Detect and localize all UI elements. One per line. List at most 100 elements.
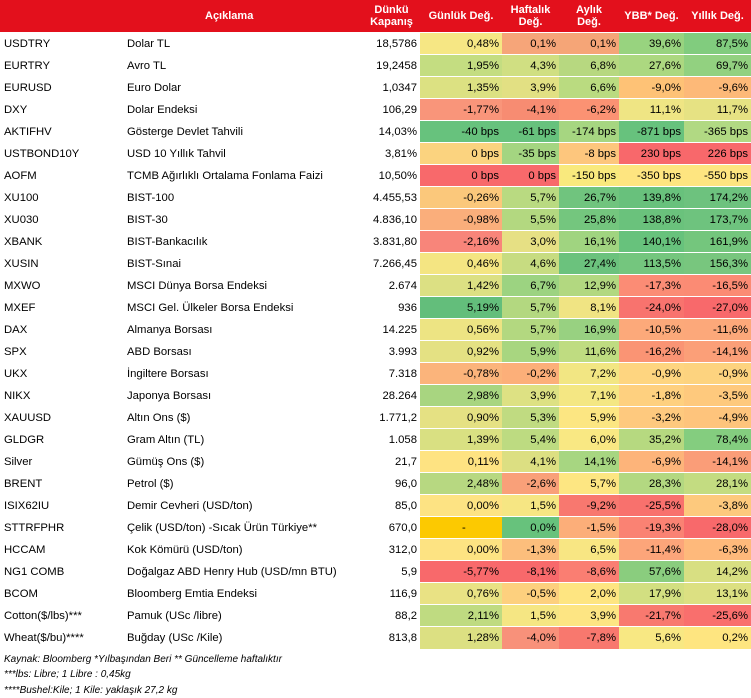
footnotes: Kaynak: Bloomberg *Yılbaşından Beri ** G…	[0, 652, 751, 698]
row-code: EURTRY	[0, 54, 123, 77]
row-ytd: 138,8%	[619, 208, 684, 231]
table-row: XBANK BIST-Bankacılık 3.831,80 -2,16% 3,0% 16…	[0, 230, 751, 253]
row-ytd: -350 bps	[619, 164, 684, 187]
row-yearly: 69,7%	[684, 54, 751, 77]
row-description: Avro TL	[123, 54, 363, 77]
row-daily: 1,35%	[420, 76, 502, 99]
row-close: 28.264	[363, 384, 420, 407]
row-yearly: -25,6%	[684, 604, 751, 627]
row-yearly: 173,7%	[684, 208, 751, 231]
row-close: 4.836,10	[363, 208, 420, 231]
row-weekly: 4,3%	[502, 54, 559, 77]
row-monthly: 11,6%	[559, 340, 619, 363]
table-row: ISIX62IU Demir Cevheri (USD/ton) 85,0 0,00%…	[0, 494, 751, 517]
row-daily: -	[420, 516, 502, 539]
row-close: 3.993	[363, 340, 420, 363]
row-code: Silver	[0, 450, 123, 473]
row-close: 14.225	[363, 318, 420, 341]
row-description: Euro Dolar	[123, 76, 363, 99]
row-yearly: 174,2%	[684, 186, 751, 209]
row-monthly: 3,9%	[559, 604, 619, 627]
row-ytd: -24,0%	[619, 296, 684, 319]
row-description: MSCI Gel. Ülkeler Borsa Endeksi	[123, 296, 363, 319]
table-row: SPX ABD Borsası 3.993 0,92% 5,9% 11,6% -16,2% -…	[0, 340, 751, 363]
row-description: Dolar TL	[123, 32, 363, 55]
row-ytd: -1,8%	[619, 384, 684, 407]
row-yearly: 0,2%	[684, 626, 751, 649]
table-row: BCOM Bloomberg Emtia Endeksi 116,9 0,76% -0,…	[0, 582, 751, 605]
row-description: Petrol ($)	[123, 472, 363, 495]
row-ytd: -16,2%	[619, 340, 684, 363]
row-ytd: 35,2%	[619, 428, 684, 451]
row-yearly: 156,3%	[684, 252, 751, 275]
table-header: Açıklama Dünkü Kapanış Günlük Değ. Hafta…	[0, 0, 751, 33]
row-code: BCOM	[0, 582, 123, 605]
row-monthly: 8,1%	[559, 296, 619, 319]
row-yearly: -14,1%	[684, 340, 751, 363]
row-code: GLDGR	[0, 428, 123, 451]
row-yearly: -9,6%	[684, 76, 751, 99]
row-weekly: 1,5%	[502, 604, 559, 627]
row-monthly: 6,8%	[559, 54, 619, 77]
row-description: İngiltere Borsası	[123, 362, 363, 385]
row-weekly: 5,7%	[502, 186, 559, 209]
row-weekly: 1,5%	[502, 494, 559, 517]
row-close: 21,7	[363, 450, 420, 473]
table-row: AOFM TCMB Ağırlıklı Ortalama Fonlama Faiz…	[0, 164, 751, 187]
row-monthly: 5,9%	[559, 406, 619, 429]
row-description: Buğday (USc /Kile)	[123, 626, 363, 649]
row-weekly: 5,7%	[502, 296, 559, 319]
row-code: XUSIN	[0, 252, 123, 275]
row-yearly: -4,9%	[684, 406, 751, 429]
row-ytd: -17,3%	[619, 274, 684, 297]
row-daily: 0,90%	[420, 406, 502, 429]
table-row: XUSIN BIST-Sınai 7.266,45 0,46% 4,6% 27,4% 113…	[0, 252, 751, 275]
row-monthly: -150 bps	[559, 164, 619, 187]
row-yearly: -27,0%	[684, 296, 751, 319]
row-daily: 0,56%	[420, 318, 502, 341]
row-weekly: -61 bps	[502, 120, 559, 143]
row-code: USDTRY	[0, 32, 123, 55]
row-description: BIST-Bankacılık	[123, 230, 363, 253]
header-ytd: YBB* Değ.	[619, 0, 684, 33]
row-daily: -5,77%	[420, 560, 502, 583]
header-yearly: Yıllık Değ.	[684, 0, 751, 33]
row-code: STTRFPHR	[0, 516, 123, 539]
row-code: DXY	[0, 98, 123, 121]
row-monthly: 7,2%	[559, 362, 619, 385]
row-weekly: -4,1%	[502, 98, 559, 121]
row-daily: 0 bps	[420, 142, 502, 165]
row-ytd: -9,0%	[619, 76, 684, 99]
table-row: EURTRY Avro TL 19,2458 1,95% 4,3% 6,8% 27,6% 69…	[0, 54, 751, 77]
row-code: AKTIFHV	[0, 120, 123, 143]
row-monthly: 14,1%	[559, 450, 619, 473]
row-yearly: 28,1%	[684, 472, 751, 495]
table-row: XU100 BIST-100 4.455,53 -0,26% 5,7% 26,7% 139,…	[0, 186, 751, 209]
row-weekly: 6,7%	[502, 274, 559, 297]
row-ytd: 57,6%	[619, 560, 684, 583]
row-close: 96,0	[363, 472, 420, 495]
row-close: 813,8	[363, 626, 420, 649]
row-daily: -0,78%	[420, 362, 502, 385]
table-row: AKTIFHV Gösterge Devlet Tahvili 14,03% -40 …	[0, 120, 751, 143]
table-row: DAX Almanya Borsası 14.225 0,56% 5,7% 16,9% -1…	[0, 318, 751, 341]
row-monthly: -174 bps	[559, 120, 619, 143]
row-weekly: 4,6%	[502, 252, 559, 275]
row-daily: -1,77%	[420, 98, 502, 121]
footnote-source: Kaynak: Bloomberg *Yılbaşından Beri ** G…	[4, 653, 282, 665]
row-description: Pamuk (USc /libre)	[123, 604, 363, 627]
row-close: 936	[363, 296, 420, 319]
row-close: 106,29	[363, 98, 420, 121]
row-daily: -40 bps	[420, 120, 502, 143]
row-code: BRENT	[0, 472, 123, 495]
row-yearly: 13,1%	[684, 582, 751, 605]
row-daily: 5,19%	[420, 296, 502, 319]
row-yearly: 11,7%	[684, 98, 751, 121]
table-row: UKX İngiltere Borsası 7.318 -0,78% -0,2% 7,2%…	[0, 362, 751, 385]
row-ytd: -11,4%	[619, 538, 684, 561]
row-weekly: 0 bps	[502, 164, 559, 187]
row-yearly: -6,3%	[684, 538, 751, 561]
table-row: MXWO MSCI Dünya Borsa Endeksi 2.674 1,42% 6,…	[0, 274, 751, 297]
row-code: UKX	[0, 362, 123, 385]
row-description: TCMB Ağırlıklı Ortalama Fonlama Faizi	[123, 164, 363, 187]
